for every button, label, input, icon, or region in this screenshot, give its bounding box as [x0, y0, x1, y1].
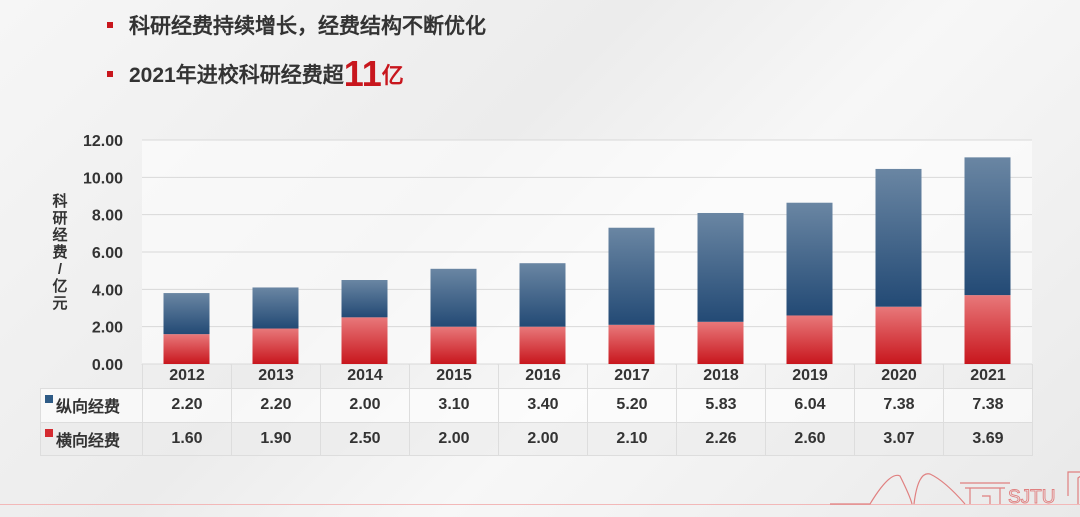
- data-cell: 2.20: [142, 387, 232, 423]
- data-cell: 5.83: [676, 387, 766, 423]
- series-name: 纵向经费: [56, 399, 121, 416]
- data-cell: 5.20: [587, 387, 677, 423]
- data-cell: 2.00: [409, 421, 499, 456]
- x-tick-label: 2019: [765, 364, 855, 389]
- bar-horizontal-2012: [163, 334, 210, 364]
- bar-vertical-2019: [786, 202, 833, 316]
- series-name: 横向经费: [56, 432, 121, 450]
- bullet-1: 科研经费持续增长，经费结构不断优化: [107, 10, 486, 40]
- x-tick-label: 2020: [854, 364, 944, 389]
- data-cell: 2.00: [498, 421, 588, 456]
- bullet-2: 2021年进校科研经费超 11 亿: [107, 56, 404, 92]
- bar-vertical-2021: [964, 157, 1011, 296]
- legend-horizontal: 横向经费: [40, 421, 143, 456]
- data-cell: 2.20: [231, 387, 321, 423]
- bar-horizontal-2014: [341, 317, 388, 364]
- bullet-marker: [107, 22, 113, 28]
- bar-vertical-2015: [430, 268, 477, 327]
- data-cell: 1.90: [231, 421, 321, 456]
- bar-horizontal-2021: [964, 295, 1011, 364]
- x-tick-label: 2014: [320, 364, 410, 389]
- footer-line: [0, 504, 1080, 505]
- x-tick-label: 2017: [587, 364, 677, 389]
- y-tick-label: 8.00: [92, 208, 123, 225]
- bullet-text: 科研经费持续增长，经费结构不断优化: [129, 15, 486, 38]
- bar-horizontal-2017: [608, 324, 655, 364]
- data-cell: 2.00: [320, 387, 410, 423]
- bar-vertical-2013: [252, 287, 299, 329]
- data-cell: 2.60: [765, 421, 855, 456]
- data-cell: 1.60: [142, 421, 232, 456]
- bar-vertical-2016: [519, 263, 566, 327]
- legend-key-red: [45, 428, 53, 437]
- y-tick-label: 12.00: [83, 133, 123, 150]
- sjtu-logo: SJTU: [830, 471, 1080, 506]
- y-tick-label: 10.00: [83, 170, 123, 187]
- data-cell: 3.10: [409, 387, 499, 423]
- bullet-marker: [107, 71, 113, 77]
- y-tick-label: 6.00: [92, 245, 123, 262]
- y-tick-label: 4.00: [92, 282, 123, 299]
- y-axis-label: 科研经费 / 亿元: [52, 193, 68, 312]
- bar-horizontal-2013: [252, 328, 299, 364]
- data-cell: 7.38: [943, 387, 1033, 423]
- data-cell: 3.40: [498, 387, 588, 423]
- bar-horizontal-2020: [875, 306, 922, 364]
- bar-horizontal-2019: [786, 315, 833, 364]
- data-cell: 2.50: [320, 421, 410, 456]
- bar-vertical-2014: [341, 280, 388, 318]
- data-cell: 3.07: [854, 421, 944, 456]
- legend-key-blue: [45, 395, 53, 403]
- bar-vertical-2012: [163, 293, 210, 335]
- x-tick-label: 2013: [231, 364, 321, 389]
- bar-horizontal-2016: [519, 326, 566, 364]
- y-tick-label: 0.00: [92, 357, 123, 374]
- bar-horizontal-2015: [430, 326, 477, 364]
- highlight-number: 11: [343, 53, 382, 94]
- highlight-unit: 亿: [381, 63, 404, 88]
- x-tick-label: 2012: [142, 364, 232, 389]
- data-cell: 3.69: [943, 421, 1033, 456]
- bullet-text: 2021年进校科研经费超: [129, 64, 344, 87]
- data-cell: 2.10: [587, 421, 677, 456]
- data-cell: 6.04: [765, 387, 855, 423]
- x-tick-label: 2018: [676, 364, 766, 389]
- data-cell: 2.26: [676, 421, 766, 456]
- legend-vertical: 纵向经费: [40, 387, 143, 423]
- bar-vertical-2018: [697, 212, 744, 322]
- data-table: 2012 2013 2014 2015 2016 2017 2018 2019 2020 2021…: [40, 364, 1033, 456]
- svg-text:SJTU: SJTU: [1008, 487, 1056, 506]
- x-tick-label: 2015: [409, 364, 499, 389]
- y-tick-label: 2.00: [92, 320, 123, 337]
- x-tick-label: 2021: [943, 364, 1033, 389]
- bar-vertical-2020: [875, 168, 922, 307]
- bar-vertical-2017: [608, 227, 655, 325]
- data-cell: 7.38: [854, 387, 944, 423]
- bar-horizontal-2018: [697, 321, 744, 364]
- x-tick-label: 2016: [498, 364, 588, 389]
